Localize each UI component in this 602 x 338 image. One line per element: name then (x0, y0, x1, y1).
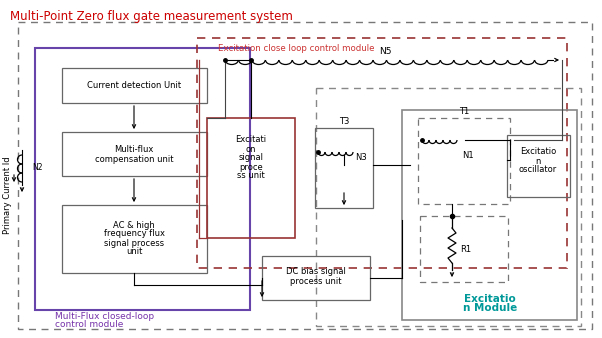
Text: unit: unit (126, 247, 142, 257)
Text: n: n (535, 156, 541, 166)
Text: proce: proce (239, 163, 263, 171)
Text: frequency flux: frequency flux (104, 230, 164, 239)
Bar (62, 132, 207, 176)
Text: N3: N3 (355, 153, 367, 163)
Text: Excitatio: Excitatio (520, 147, 556, 156)
Text: signal: signal (238, 153, 264, 163)
Bar (35, 48, 250, 310)
Text: T3: T3 (339, 118, 349, 126)
Text: Primary Current Id: Primary Current Id (4, 156, 13, 234)
Bar (62, 68, 207, 103)
Text: process unit: process unit (290, 276, 342, 286)
Text: Current detection Unit: Current detection Unit (87, 81, 181, 90)
Text: R1: R1 (460, 245, 471, 255)
Text: Multi-Point Zero flux gate measurement system: Multi-Point Zero flux gate measurement s… (10, 10, 293, 23)
Text: N1: N1 (462, 150, 474, 160)
Bar (197, 38, 567, 268)
Text: T1: T1 (459, 107, 469, 117)
Bar (420, 216, 508, 282)
Text: Excitatio: Excitatio (464, 294, 516, 304)
Text: Multi-flux: Multi-flux (114, 145, 154, 154)
Text: ss unit: ss unit (237, 171, 265, 180)
Text: compensation unit: compensation unit (95, 154, 173, 164)
Text: control module: control module (55, 320, 123, 329)
Bar (315, 128, 373, 208)
Text: n Module: n Module (463, 303, 517, 313)
Text: Multi-Flux closed-loop: Multi-Flux closed-loop (55, 312, 154, 321)
Bar (418, 118, 510, 204)
Bar (207, 118, 295, 238)
Bar (316, 88, 581, 326)
Text: Excitati: Excitati (235, 136, 267, 145)
Text: on: on (246, 145, 256, 153)
Text: AC & high: AC & high (113, 220, 155, 230)
Text: Excitation close loop control module: Excitation close loop control module (218, 44, 374, 53)
Text: DC bias signal: DC bias signal (286, 267, 346, 276)
Text: oscillator: oscillator (519, 166, 557, 174)
Text: signal process: signal process (104, 239, 164, 247)
Bar (402, 110, 577, 320)
Text: N2: N2 (32, 164, 43, 172)
Bar (62, 205, 207, 273)
Text: N5: N5 (379, 48, 391, 56)
Bar (507, 135, 570, 197)
Bar (262, 256, 370, 300)
